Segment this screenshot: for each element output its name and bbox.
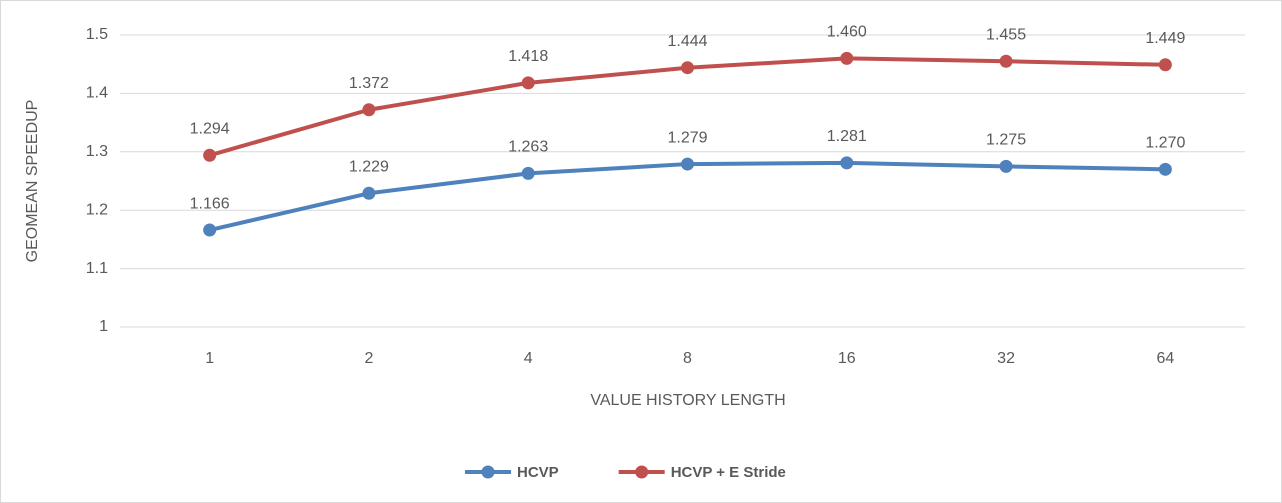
data-point bbox=[203, 223, 217, 237]
y-tick-label: 1.1 bbox=[86, 260, 108, 277]
data-point bbox=[521, 166, 535, 180]
data-point bbox=[1158, 58, 1172, 72]
data-point bbox=[362, 103, 376, 117]
data-label: 1.281 bbox=[827, 128, 867, 145]
legend-marker bbox=[481, 465, 495, 479]
data-point bbox=[521, 76, 535, 90]
data-label: 1.418 bbox=[508, 48, 548, 65]
data-point bbox=[362, 186, 376, 200]
data-label: 1.229 bbox=[349, 158, 389, 175]
x-tick-label: 64 bbox=[1156, 350, 1174, 367]
legend-label: HCVP bbox=[517, 464, 559, 481]
data-point bbox=[840, 51, 854, 65]
data-point bbox=[840, 156, 854, 170]
data-label: 1.294 bbox=[190, 121, 230, 138]
legend-marker bbox=[635, 465, 649, 479]
data-label: 1.270 bbox=[1145, 135, 1185, 152]
x-tick-label: 32 bbox=[997, 350, 1015, 367]
y-axis-label: GEOMEAN SPEEDUP bbox=[24, 100, 41, 263]
x-tick-label: 16 bbox=[838, 350, 856, 367]
data-point bbox=[1158, 162, 1172, 176]
data-point bbox=[203, 148, 217, 162]
data-label: 1.166 bbox=[190, 195, 230, 212]
y-tick-label: 1.2 bbox=[86, 201, 108, 218]
data-point bbox=[681, 157, 694, 171]
data-label: 1.444 bbox=[667, 33, 707, 50]
y-tick-label: 1.5 bbox=[86, 26, 108, 43]
x-axis-label: VALUE HISTORY LENGTH bbox=[590, 392, 785, 409]
y-tick-label: 1.3 bbox=[86, 143, 108, 160]
y-tick-label: 1 bbox=[99, 318, 108, 335]
x-tick-label: 1 bbox=[205, 350, 214, 367]
x-tick-label: 4 bbox=[524, 350, 533, 367]
data-label: 1.263 bbox=[508, 139, 548, 156]
data-label: 1.279 bbox=[667, 129, 707, 146]
data-point bbox=[999, 54, 1013, 68]
x-tick-label: 8 bbox=[683, 350, 692, 367]
data-label: 1.460 bbox=[827, 24, 867, 41]
legend-label: HCVP + E Stride bbox=[671, 464, 786, 481]
data-point bbox=[681, 61, 694, 75]
data-label: 1.449 bbox=[1145, 30, 1185, 47]
data-label: 1.455 bbox=[986, 26, 1026, 43]
data-label: 1.372 bbox=[349, 75, 389, 92]
x-tick-label: 2 bbox=[364, 350, 373, 367]
y-tick-label: 1.4 bbox=[86, 85, 108, 102]
data-label: 1.275 bbox=[986, 132, 1026, 149]
data-point bbox=[999, 159, 1013, 173]
